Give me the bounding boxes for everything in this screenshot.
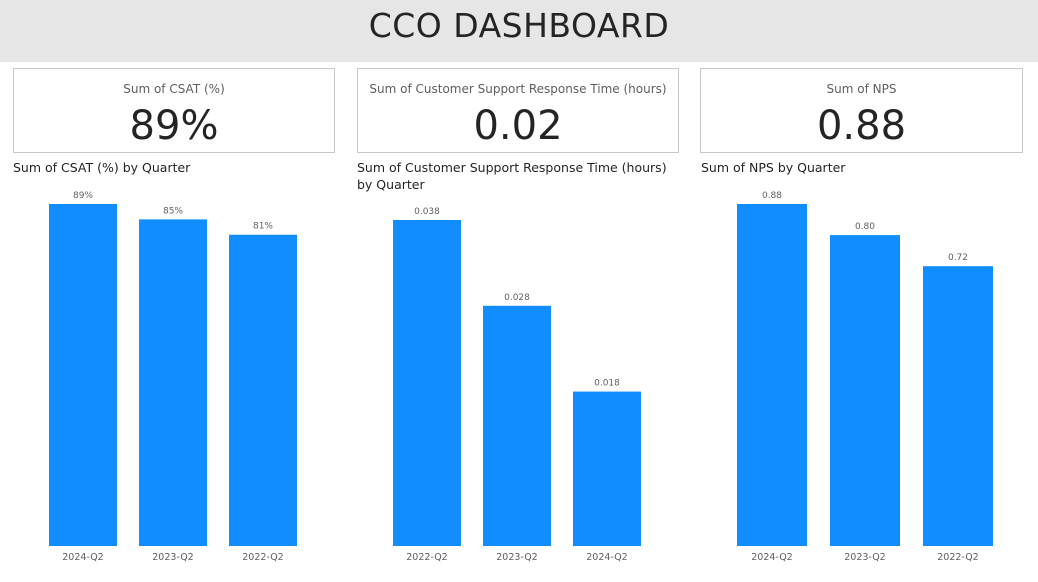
nps-data-label: 0.88: [762, 191, 782, 201]
response-time-data-label: 0.028: [504, 293, 530, 303]
dashboard-header: CCO DASHBOARD: [0, 0, 1038, 62]
nps-tick-label: 2023-Q2: [844, 552, 885, 563]
csat-data-label: 81%: [253, 222, 273, 232]
response-time-bar-2023-Q2[interactable]: [483, 305, 551, 546]
nps-bar-chart[interactable]: 0.88 2024-Q2 0.80 2023-Q2 0.72 2022-Q2: [690, 190, 1030, 570]
response-time-bar-2024-Q2[interactable]: [573, 391, 641, 546]
csat-chart-title: Sum of CSAT (%) by Quarter: [13, 160, 191, 175]
nps-bar-2023-Q2[interactable]: [830, 235, 900, 546]
csat-data-label: 89%: [73, 191, 93, 201]
csat-tick-label: 2024-Q2: [62, 552, 103, 563]
nps-card-value: 0.88: [816, 103, 907, 149]
nps-bar-2024-Q2[interactable]: [737, 204, 807, 546]
response-time-data-label: 0.018: [594, 379, 620, 389]
response-time-card[interactable]: Sum of Customer Support Response Time (h…: [357, 68, 679, 153]
csat-bar-2022-Q2[interactable]: [229, 234, 297, 546]
response-time-chart-title: Sum of Customer Support Response Time (h…: [357, 160, 667, 192]
response-time-bar-chart[interactable]: 0.038 2022-Q2 0.028 2023-Q2 0.018 2024-Q2: [346, 190, 686, 570]
nps-bar-2022-Q2[interactable]: [923, 266, 993, 546]
csat-bar-2024-Q2[interactable]: [49, 204, 117, 546]
response-time-tick-label: 2024-Q2: [586, 552, 627, 563]
response-time-card-value: 0.02: [473, 103, 563, 149]
csat-bar-chart[interactable]: 89% 2024-Q2 85% 2023-Q2 81% 2022-Q2: [0, 190, 340, 570]
nps-data-label: 0.72: [948, 253, 968, 263]
csat-tick-label: 2022-Q2: [242, 552, 283, 563]
nps-tick-label: 2024-Q2: [751, 552, 792, 563]
nps-chart-title: Sum of NPS by Quarter: [701, 160, 846, 175]
nps-card[interactable]: Sum of NPS 0.88: [700, 68, 1023, 153]
response-time-data-label: 0.038: [414, 207, 440, 217]
csat-tick-label: 2023-Q2: [152, 552, 193, 563]
nps-data-label: 0.80: [855, 222, 875, 232]
nps-card-label: Sum of NPS: [826, 82, 897, 96]
csat-card-label: Sum of CSAT (%): [123, 82, 225, 96]
response-time-card-label: Sum of Customer Support Response Time (h…: [369, 82, 667, 96]
csat-bar-2023-Q2[interactable]: [139, 219, 207, 546]
response-time-bar-2022-Q2[interactable]: [393, 220, 461, 546]
dashboard-title: CCO DASHBOARD: [368, 6, 670, 45]
nps-tick-label: 2022-Q2: [937, 552, 978, 563]
response-time-tick-label: 2023-Q2: [496, 552, 537, 563]
response-time-tick-label: 2022-Q2: [406, 552, 447, 563]
csat-card[interactable]: Sum of CSAT (%) 89%: [13, 68, 335, 153]
csat-data-label: 85%: [163, 206, 183, 216]
csat-card-value: 89%: [129, 103, 219, 149]
